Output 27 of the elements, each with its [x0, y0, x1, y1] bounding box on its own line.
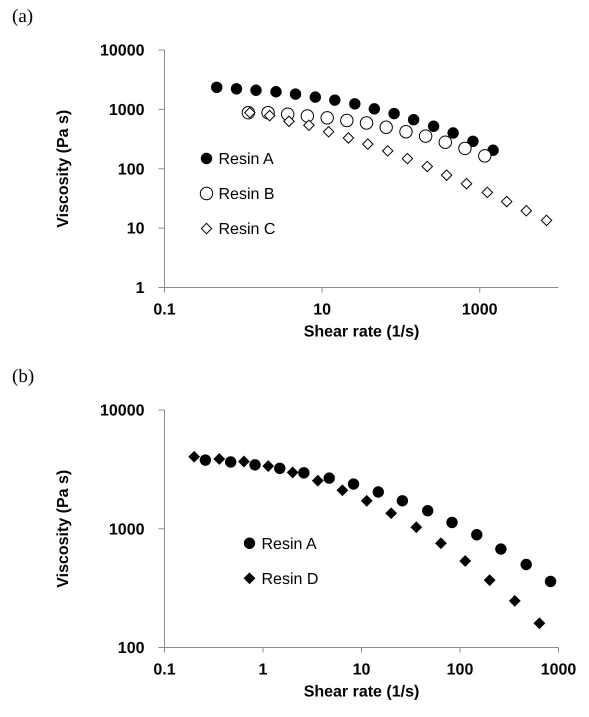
x-axis-title: Shear rate (1/s)	[304, 324, 420, 340]
y-tick-label: 10000	[100, 402, 145, 420]
chart-title: (a)	[12, 6, 34, 27]
y-tick-label: 10	[126, 220, 145, 238]
y-tick-label: 100	[118, 161, 145, 178]
legend-label: Resin C	[218, 221, 276, 238]
legend-label: Resin A	[218, 151, 274, 168]
legend-label: Resin D	[262, 570, 318, 588]
y-axis-title: Viscosity (Pa s)	[55, 110, 72, 228]
x-tick-label: 0.1	[153, 302, 176, 318]
x-tick-label: 100	[446, 662, 474, 678]
x-tick-label: 1	[258, 662, 268, 678]
y-axis-title: Viscosity (Pa s)	[55, 470, 72, 588]
y-tick-label: 1000	[108, 521, 145, 538]
x-tick-label: 0.1	[153, 662, 176, 678]
y-tick-label: 100	[118, 640, 145, 658]
x-axis-title: Shear rate (1/s)	[304, 684, 420, 700]
x-tick-label: 10	[352, 662, 370, 678]
x-tick-label: 1000	[540, 662, 576, 678]
legend-label: Resin A	[262, 536, 317, 553]
x-tick-label: 1000	[462, 302, 498, 318]
legend-label: Resin B	[218, 186, 275, 204]
y-tick-label: 10000	[100, 42, 145, 60]
y-tick-label: 1000	[108, 102, 145, 119]
x-tick-label: 10	[313, 302, 332, 318]
y-tick-label: 1	[136, 280, 145, 298]
chart-title: (b)	[12, 366, 34, 387]
